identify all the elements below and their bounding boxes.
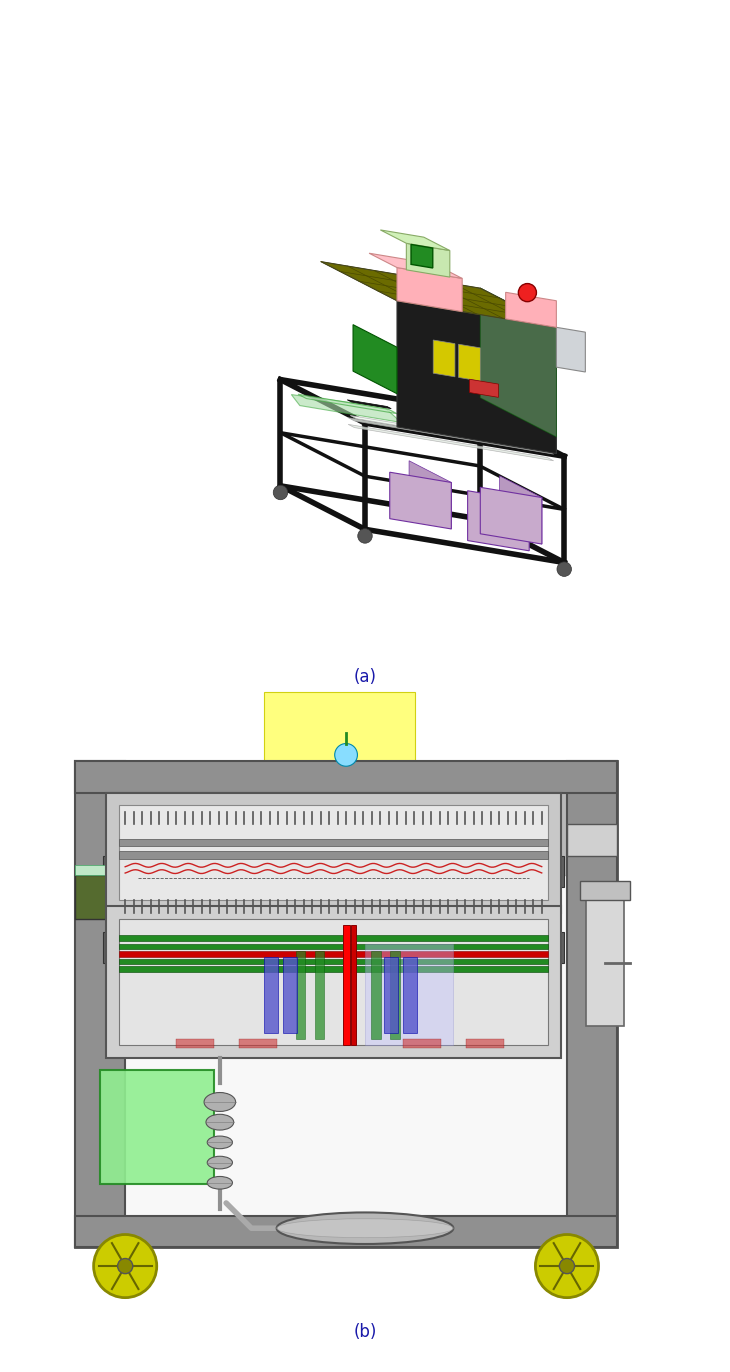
Polygon shape <box>499 476 542 545</box>
Bar <box>372 951 381 1039</box>
Polygon shape <box>506 292 556 328</box>
Ellipse shape <box>206 1114 234 1131</box>
Bar <box>391 951 400 1039</box>
Bar <box>580 881 630 900</box>
Polygon shape <box>348 417 553 454</box>
Circle shape <box>118 1258 133 1273</box>
Polygon shape <box>411 244 433 268</box>
Polygon shape <box>397 300 556 454</box>
Polygon shape <box>468 491 529 550</box>
Ellipse shape <box>207 1157 232 1169</box>
Polygon shape <box>390 472 451 530</box>
Bar <box>365 944 453 1045</box>
Circle shape <box>93 1235 157 1298</box>
Polygon shape <box>480 288 556 436</box>
Bar <box>74 1216 618 1247</box>
Ellipse shape <box>277 1213 453 1244</box>
Bar <box>119 936 548 941</box>
Text: (a): (a) <box>353 668 377 686</box>
Polygon shape <box>480 288 556 454</box>
Polygon shape <box>469 379 499 398</box>
Circle shape <box>358 528 372 543</box>
Polygon shape <box>350 416 556 451</box>
Bar <box>343 925 350 1045</box>
Ellipse shape <box>207 1176 232 1190</box>
Bar <box>403 1039 441 1048</box>
Circle shape <box>518 284 537 302</box>
Bar <box>119 838 548 847</box>
Bar <box>264 691 415 774</box>
Circle shape <box>559 1258 575 1273</box>
Circle shape <box>273 486 288 499</box>
Polygon shape <box>380 230 450 251</box>
Polygon shape <box>433 340 455 377</box>
Bar <box>74 875 107 919</box>
Bar <box>107 907 561 1058</box>
Text: (b): (b) <box>353 1323 377 1340</box>
Ellipse shape <box>204 1092 236 1111</box>
Circle shape <box>335 744 358 766</box>
Polygon shape <box>347 399 391 409</box>
Bar <box>119 852 548 859</box>
Polygon shape <box>369 254 462 279</box>
Bar <box>107 793 561 912</box>
Bar <box>74 761 125 1247</box>
Bar <box>119 805 548 900</box>
Bar <box>119 919 548 1045</box>
Bar <box>100 1070 214 1184</box>
Bar <box>526 932 564 963</box>
Polygon shape <box>321 262 556 328</box>
Circle shape <box>472 519 487 532</box>
Polygon shape <box>298 394 397 413</box>
Polygon shape <box>480 288 556 454</box>
Polygon shape <box>409 461 451 530</box>
Bar <box>526 856 564 888</box>
Bar <box>103 856 141 888</box>
Polygon shape <box>538 336 552 445</box>
Polygon shape <box>407 243 450 277</box>
Circle shape <box>535 1235 599 1298</box>
Bar <box>119 951 548 956</box>
Bar <box>315 951 324 1039</box>
Ellipse shape <box>207 1136 232 1148</box>
Circle shape <box>557 563 572 576</box>
Bar <box>351 925 356 1045</box>
Bar <box>403 956 417 1033</box>
Bar <box>586 888 623 1026</box>
Polygon shape <box>353 325 397 394</box>
Bar <box>103 932 141 963</box>
Polygon shape <box>458 344 480 381</box>
Polygon shape <box>480 487 542 545</box>
Bar <box>296 951 305 1039</box>
Bar <box>74 761 618 1247</box>
Bar <box>567 825 618 856</box>
Bar <box>119 966 548 971</box>
Ellipse shape <box>277 1218 453 1238</box>
Bar <box>74 866 107 875</box>
Polygon shape <box>348 424 553 461</box>
Bar <box>239 1039 277 1048</box>
Bar <box>74 761 618 793</box>
Bar <box>119 959 548 965</box>
Bar <box>567 761 618 1247</box>
Polygon shape <box>556 328 585 372</box>
Bar <box>466 1039 504 1048</box>
Polygon shape <box>397 268 462 311</box>
Bar <box>119 944 548 949</box>
Bar <box>384 956 398 1033</box>
Polygon shape <box>291 395 402 423</box>
Bar <box>283 956 297 1033</box>
Bar <box>100 875 592 1222</box>
Bar <box>176 1039 214 1048</box>
Bar <box>264 956 278 1033</box>
